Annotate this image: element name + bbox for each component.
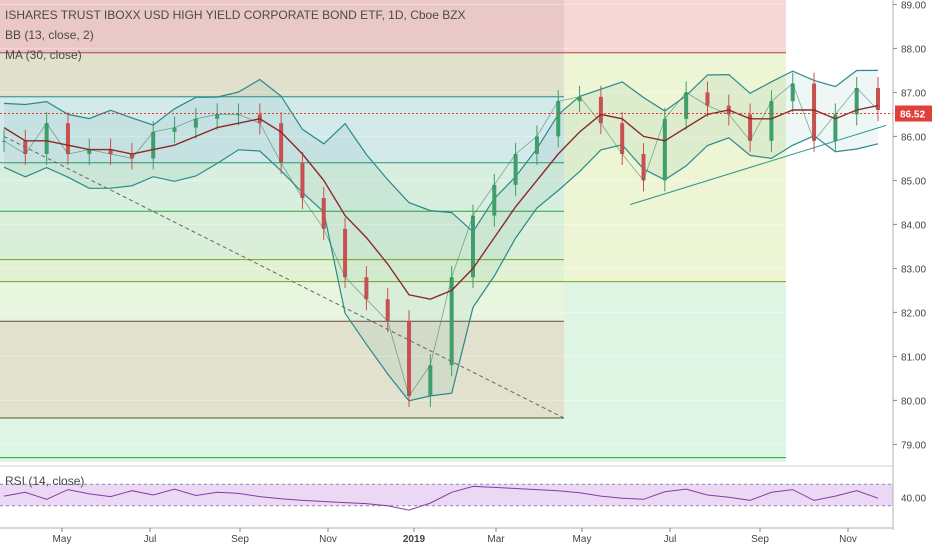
price-candle xyxy=(279,123,284,163)
price-candle xyxy=(876,88,880,110)
y-tick-label: 83.00 xyxy=(901,264,926,275)
price-candle xyxy=(769,101,774,141)
price-candle xyxy=(684,92,689,119)
band-rect xyxy=(0,418,786,462)
price-candle xyxy=(577,96,582,102)
price-line xyxy=(3,82,879,397)
y-tick-label: 82.00 xyxy=(901,308,926,319)
price-candle xyxy=(407,321,412,396)
price-candle xyxy=(449,277,454,366)
rsi-legend: RSI (14, close) xyxy=(5,474,85,488)
price-candle xyxy=(598,96,603,124)
y-tick-label: 79.00 xyxy=(901,440,926,451)
band-rect xyxy=(0,52,564,97)
bollinger-bands xyxy=(3,69,879,402)
grid xyxy=(0,3,893,445)
price-candle xyxy=(662,118,667,181)
bollinger-upper-line xyxy=(3,69,879,233)
x-tick-label: Jul xyxy=(664,534,677,545)
price-candle xyxy=(428,365,433,396)
band-rect xyxy=(0,321,564,418)
bollinger-fill xyxy=(4,70,878,401)
price-candle xyxy=(321,198,326,229)
price-candle xyxy=(385,299,390,322)
price-candle xyxy=(193,118,198,128)
y-tick-label: 85.00 xyxy=(901,176,926,187)
x-tick-label: Sep xyxy=(231,534,249,545)
price-candle xyxy=(641,154,646,181)
y-tick-label: 80.00 xyxy=(901,396,926,407)
band-rect xyxy=(0,281,564,322)
price-candle xyxy=(129,154,134,159)
last-price-badge xyxy=(895,105,932,122)
price-candle xyxy=(812,83,817,141)
price-candle xyxy=(534,136,539,154)
x-tick-label: May xyxy=(573,534,592,545)
price-candle xyxy=(87,149,92,154)
y-axis-background xyxy=(893,0,932,550)
price-candle xyxy=(343,228,348,278)
y-tick-label: 81.00 xyxy=(901,352,926,363)
band-rect xyxy=(564,281,786,418)
price-candle xyxy=(151,132,156,159)
band-rect xyxy=(0,211,564,260)
x-tick-label: Mar xyxy=(487,534,505,545)
rsi-panel xyxy=(0,465,893,522)
price-candle xyxy=(854,88,859,115)
price-candle xyxy=(65,123,70,154)
price-candle xyxy=(108,149,113,154)
price-candle xyxy=(364,277,369,300)
rsi-tick-label: 40.00 xyxy=(901,494,926,505)
x-tick-label: Sep xyxy=(751,534,769,545)
x-tick-label: May xyxy=(53,534,72,545)
ma-line xyxy=(3,104,879,300)
price-candle xyxy=(705,92,710,106)
price-candle xyxy=(556,101,561,137)
price-candle xyxy=(44,123,49,154)
price-candle xyxy=(833,114,838,141)
price-candle xyxy=(2,140,6,142)
trend-lines xyxy=(0,113,893,419)
price-candle xyxy=(470,215,475,278)
y-tick-label: 84.00 xyxy=(901,220,926,231)
x-tick-label: Nov xyxy=(839,534,857,545)
band-rect xyxy=(564,0,786,53)
x-tick-label: Jul xyxy=(144,534,157,545)
price-candle xyxy=(748,114,753,141)
x-tick-label: Nov xyxy=(319,534,337,545)
last-price-label: 86.52 xyxy=(900,110,925,121)
price-candle xyxy=(620,123,625,154)
price-candle xyxy=(172,127,177,132)
price-candle xyxy=(300,162,305,198)
band-rect xyxy=(0,259,564,282)
price-candle xyxy=(513,154,518,185)
support-trend-line xyxy=(629,124,887,206)
chart-title: ISHARES TRUST IBOXX USD HIGH YIELD CORPO… xyxy=(5,8,466,22)
x-tick-label: 2019 xyxy=(403,534,426,545)
bb-legend: BB (13, close, 2) xyxy=(5,28,94,42)
y-tick-label: 87.00 xyxy=(901,88,926,99)
price-candle xyxy=(492,184,497,216)
bollinger-lower-line xyxy=(3,135,879,402)
y-tick-label: 89.00 xyxy=(901,0,926,11)
y-tick-label: 86.00 xyxy=(901,132,926,143)
y-tick-label: 88.00 xyxy=(901,44,926,55)
price-candle xyxy=(236,114,241,116)
price-candle xyxy=(215,114,220,119)
ma-legend: MA (30, close) xyxy=(5,48,82,62)
band-rect xyxy=(0,0,564,53)
moving-average xyxy=(3,104,879,300)
price-candle xyxy=(790,83,795,102)
rsi-line xyxy=(3,485,879,511)
